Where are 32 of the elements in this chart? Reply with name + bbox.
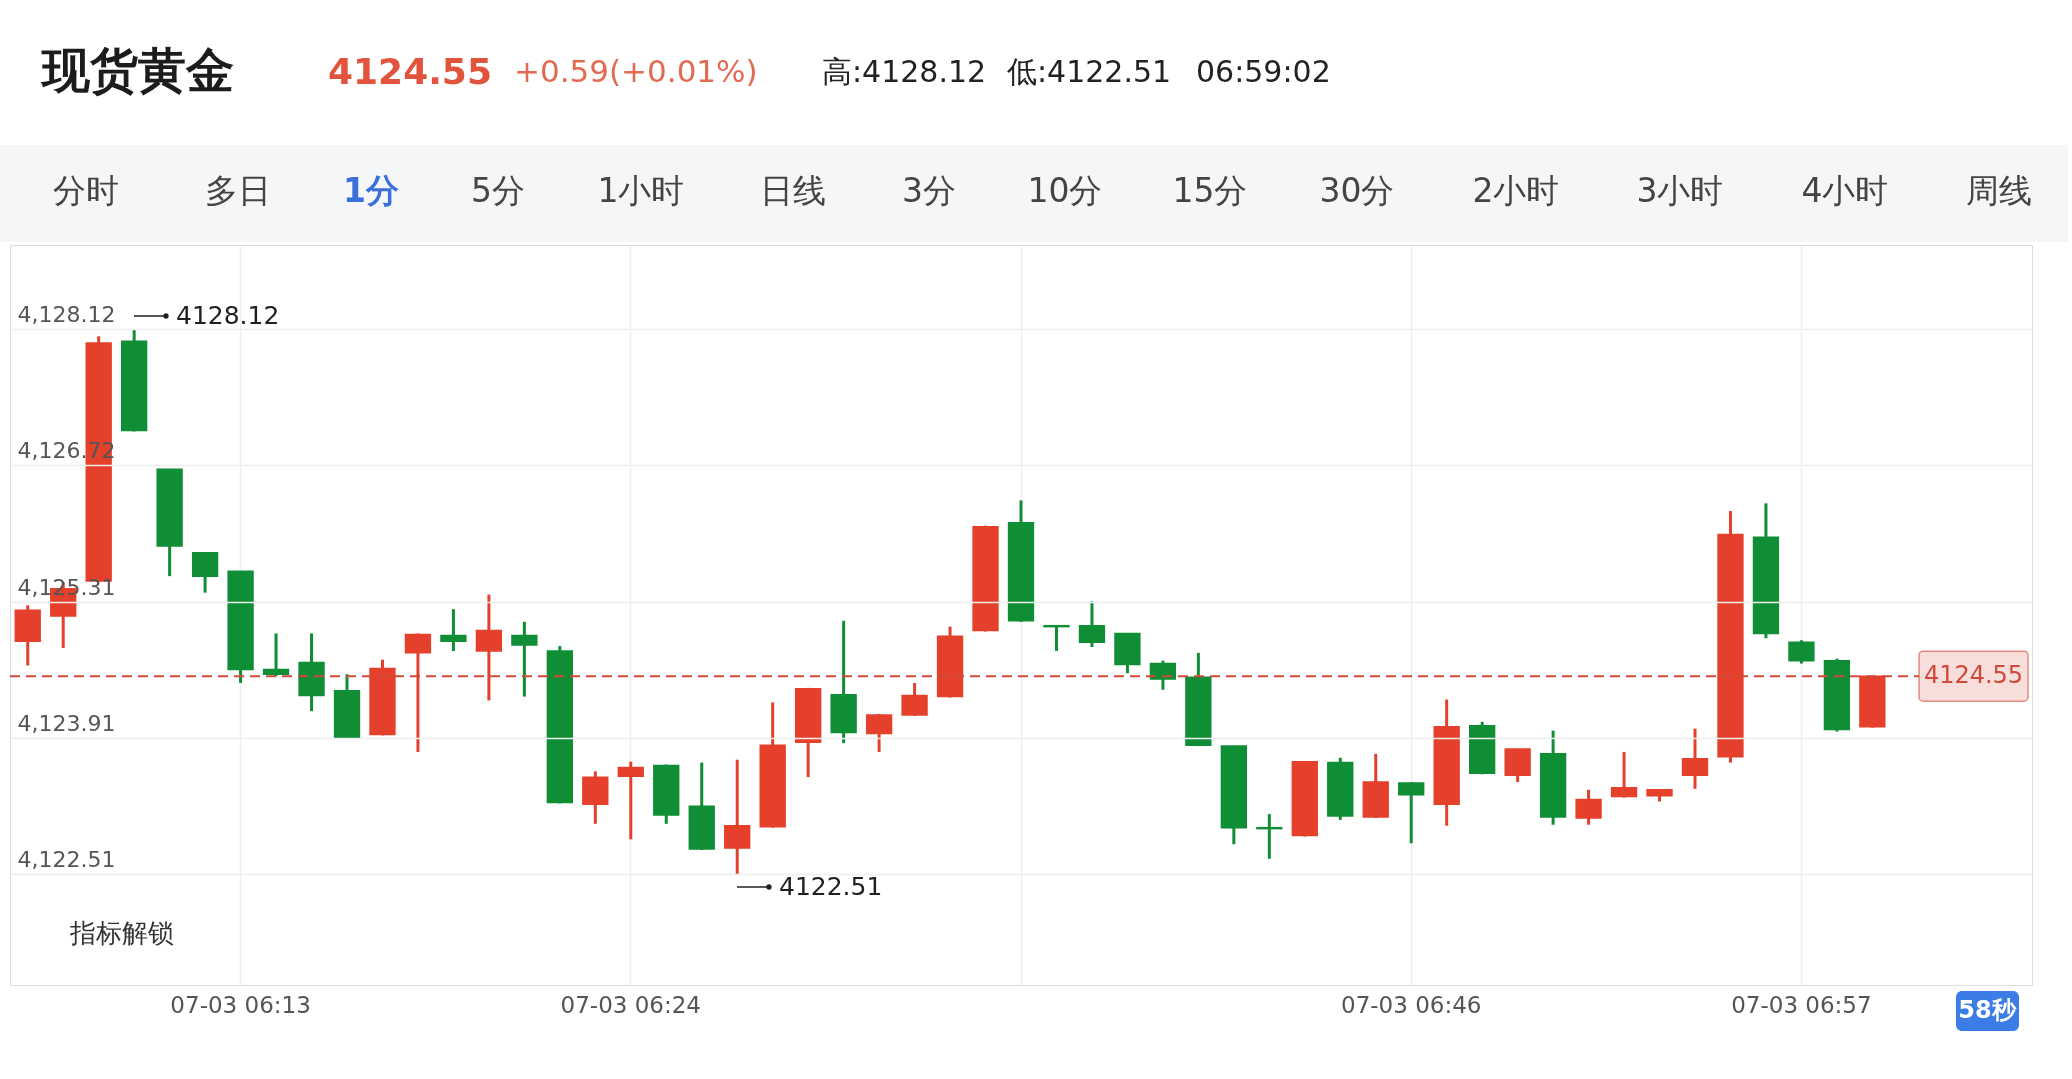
text: 2小时 <box>1472 171 1560 210</box>
text: 高:4128.12 <box>822 54 987 89</box>
text: 周线 <box>1966 171 2032 210</box>
text: 低:4122.51 <box>1007 54 1172 89</box>
text: 3分 <box>902 171 956 210</box>
text: 06:59:02 <box>1196 54 1331 89</box>
text: 30分 <box>1319 171 1395 210</box>
x-tick-label: 07-03 06:24 <box>560 991 702 1018</box>
text: 1小时 <box>597 171 685 210</box>
ref-line-label: 4124.55 <box>1923 661 2024 690</box>
text: 多日 <box>205 171 271 210</box>
chart-title: 现货黄金 <box>40 42 234 98</box>
annotation: 4128.12 <box>176 301 280 330</box>
y-tick-label: 4,123.91 <box>17 710 116 736</box>
text: 5分 <box>471 171 525 210</box>
x-tick-label: 07-03 06:46 <box>1340 991 1482 1018</box>
text: 15分 <box>1172 171 1248 210</box>
text: 10分 <box>1027 171 1103 210</box>
text: 4124.55 <box>328 51 492 92</box>
text: +0.59(+0.01%) <box>514 53 758 89</box>
x-tick-label: 07-03 06:13 <box>170 991 311 1018</box>
annotation: 指标解锁 <box>69 918 174 948</box>
text: 58秒 <box>1958 996 2017 1024</box>
y-tick-label: 4,122.51 <box>17 846 116 872</box>
text: 分时 <box>53 171 119 210</box>
x-tick-label: 07-03 06:57 <box>1731 991 1872 1018</box>
text: 3小时 <box>1636 171 1724 210</box>
text: 1分 <box>343 171 399 210</box>
text: 日线 <box>760 171 826 210</box>
text: 4小时 <box>1801 171 1889 210</box>
y-tick-label: 4,128.12 <box>17 301 116 327</box>
annotation: 4122.51 <box>779 872 883 901</box>
